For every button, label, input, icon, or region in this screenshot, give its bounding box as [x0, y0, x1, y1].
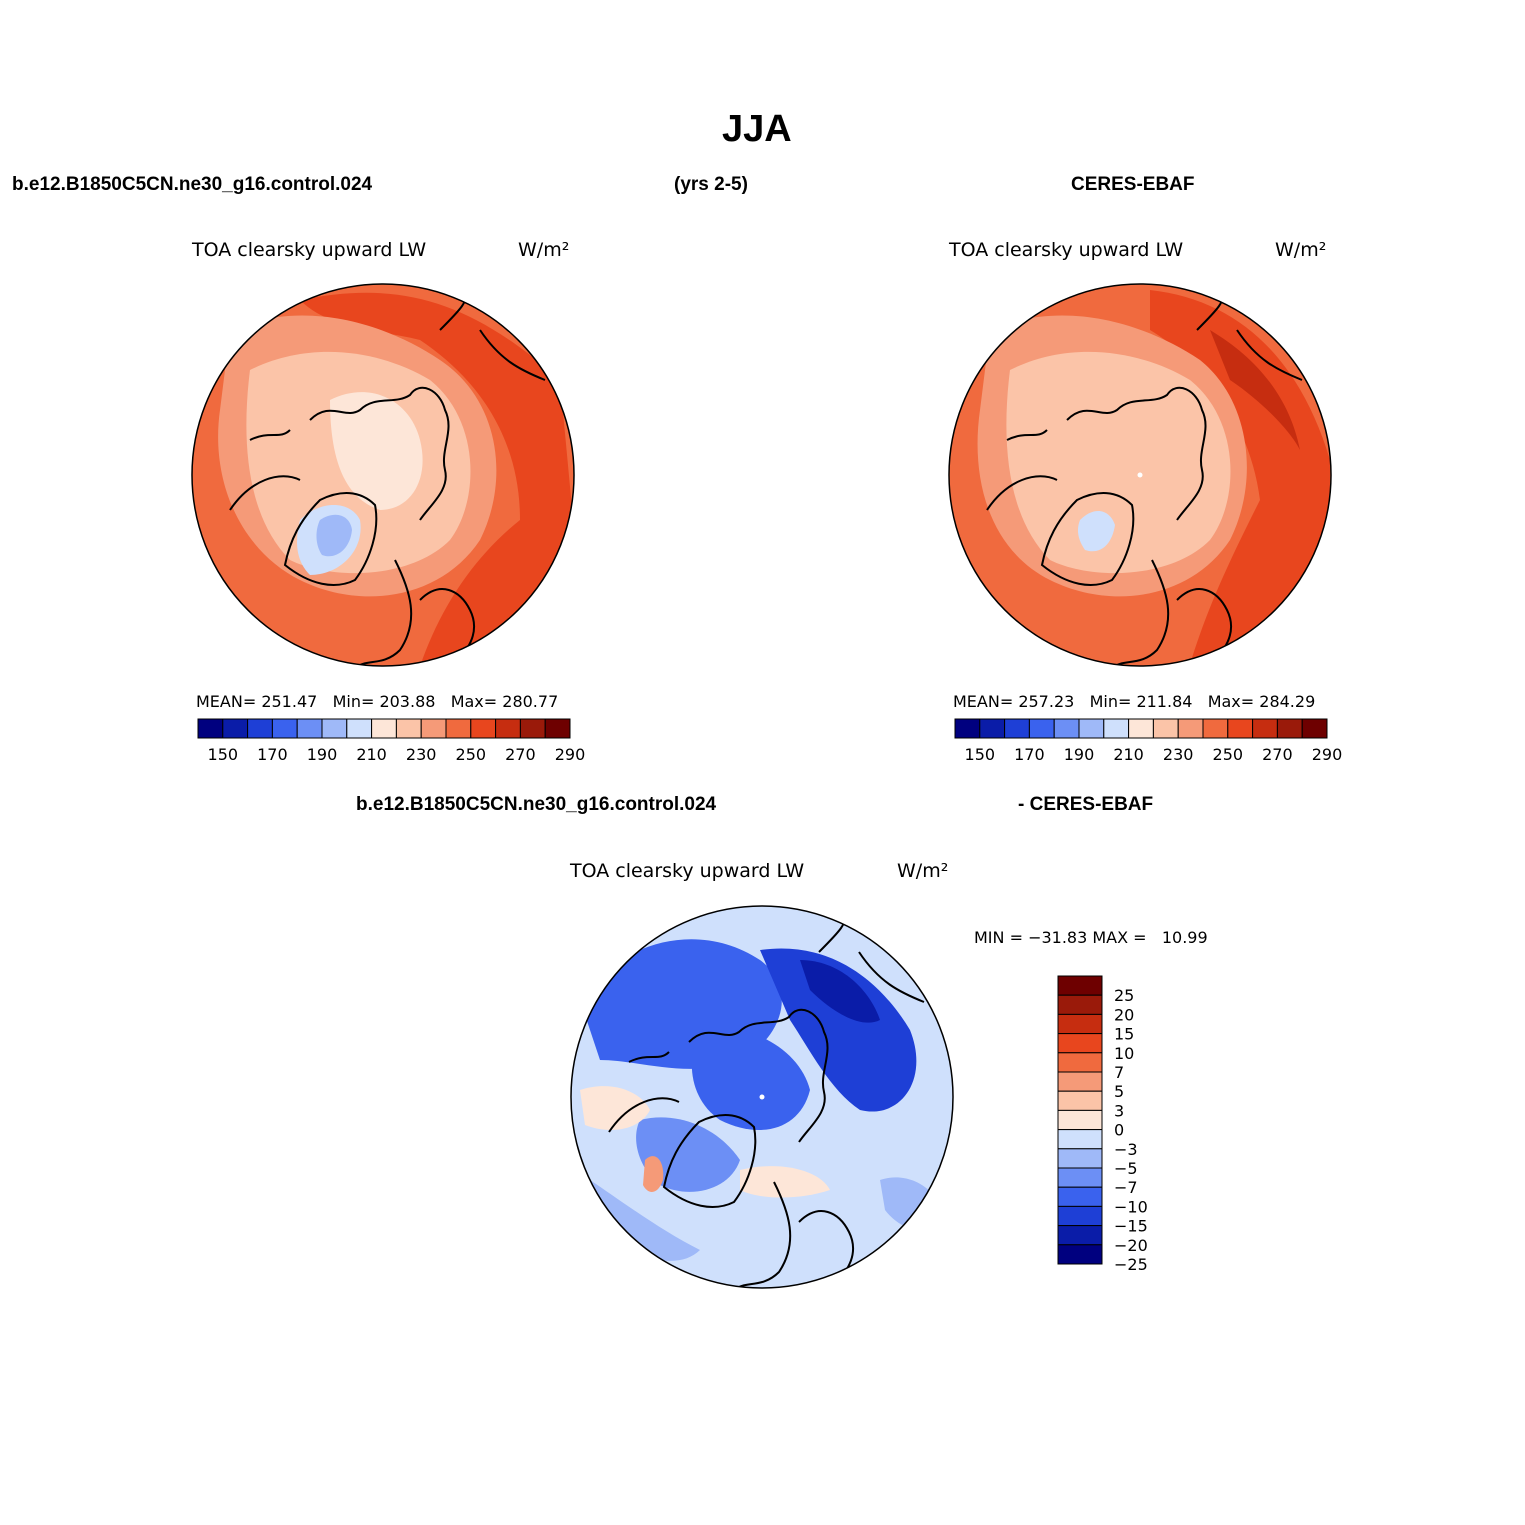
model-colorbar-swatch-11: [470, 718, 497, 739]
diff-colorbar-tick-label: 7: [1114, 1063, 1124, 1082]
diff-colorbar-swatch-0: [1057, 975, 1103, 996]
diff-colorbar-swatch-3: [1057, 1033, 1103, 1054]
diff-colorbar-tick-label: 5: [1114, 1082, 1124, 1101]
model-colorbar-swatch-1: [222, 718, 249, 739]
diff-colorbar-tick-label: −20: [1114, 1236, 1148, 1255]
diff-colorbar-tick-label: −7: [1114, 1178, 1138, 1197]
diff-colorbar-swatch-13: [1057, 1225, 1103, 1246]
diff-colorbar-tick-label: −5: [1114, 1159, 1138, 1178]
obs-colorbar-tick-label: 270: [1262, 745, 1293, 764]
diff-colorbar-swatch-7: [1057, 1109, 1103, 1131]
diff-colorbar-tick-label: 20: [1114, 1005, 1134, 1024]
obs-colorbar-swatch-13: [1276, 718, 1303, 739]
model-map-units: W/m²: [518, 239, 570, 261]
diff-colorbar-tick-label: 15: [1114, 1025, 1134, 1044]
model-colorbar-swatch-9: [420, 718, 447, 739]
model-colorbar-tick-label: 270: [505, 745, 536, 764]
diff-colorbar-swatch-10: [1057, 1167, 1103, 1188]
diff-colorbar-swatch-11: [1057, 1186, 1103, 1207]
obs-colorbar-tick-label: 210: [1113, 745, 1144, 764]
obs-colorbar-swatch-5: [1078, 718, 1105, 739]
diff-colorbar-tick-label: −3: [1114, 1140, 1138, 1159]
obs-colorbar-tick-label: 190: [1064, 745, 1095, 764]
obs-colorbar-swatch-12: [1252, 718, 1278, 739]
diff-colorbar-swatch-4: [1057, 1052, 1103, 1073]
diff-colorbar-tick-label: 25: [1114, 986, 1134, 1005]
obs-colorbar-swatch-7: [1128, 718, 1154, 739]
model-colorbar-tick-label: 210: [356, 745, 387, 764]
model-colorbar-swatch-2: [247, 718, 273, 739]
diff-colorbar-tick-label: 10: [1114, 1044, 1134, 1063]
obs-colorbar-tick-label: 150: [965, 745, 996, 764]
obs-colorbar-swatch-0: [954, 718, 981, 739]
obs-colorbar-swatch-2: [1004, 718, 1030, 739]
obs-map-units: W/m²: [1275, 239, 1327, 261]
obs-colorbar-swatch-14: [1301, 718, 1328, 739]
obs-colorbar-swatch-11: [1227, 718, 1254, 739]
model-colorbar-swatch-13: [519, 718, 546, 739]
header-obs-name: CERES-EBAF: [1071, 174, 1195, 195]
obs-colorbar-tick-label: 230: [1163, 745, 1194, 764]
diff-colorbar-swatch-9: [1057, 1148, 1103, 1169]
obs-colorbar-swatch-3: [1028, 718, 1055, 739]
model-colorbar-tick-label: 190: [307, 745, 338, 764]
diff-label-obs: - CERES-EBAF: [1018, 794, 1154, 815]
diff-colorbar-swatch-8: [1057, 1129, 1103, 1150]
model-colorbar-tick-label: 230: [406, 745, 437, 764]
obs-colorbar-swatch-10: [1202, 718, 1229, 739]
diff-colorbar-tick-label: 3: [1114, 1101, 1124, 1120]
obs-colorbar-tick-label: 250: [1213, 745, 1244, 764]
model-colorbar-swatch-5: [321, 718, 348, 739]
diff-colorbar-tick-label: 0: [1114, 1121, 1124, 1140]
header-years: (yrs 2-5): [674, 174, 748, 195]
model-colorbar-swatch-8: [395, 718, 422, 739]
obs-colorbar-swatch-1: [979, 718, 1006, 739]
diff-colorbar-swatch-6: [1057, 1090, 1103, 1111]
model-colorbar-tick-label: 250: [456, 745, 487, 764]
model-colorbar-swatch-10: [445, 718, 472, 739]
model-colorbar-tick-label: 150: [208, 745, 239, 764]
model-stats: MEAN= 251.47 Min= 203.88 Max= 280.77: [196, 692, 559, 711]
diff-label-case: b.e12.B1850C5CN.ne30_g16.control.024: [356, 794, 717, 815]
diff-colorbar-swatch-2: [1057, 1013, 1103, 1035]
diff-colorbar-swatch-12: [1057, 1205, 1103, 1227]
diff-map-units: W/m²: [897, 860, 949, 882]
obs-colorbar-tick-label: 290: [1312, 745, 1343, 764]
obs-colorbar-swatch-4: [1053, 718, 1080, 739]
obs-colorbar-swatch-8: [1152, 718, 1179, 739]
diff-colorbar-tick-label: −10: [1114, 1197, 1148, 1216]
diff-colorbar-tick-label: −25: [1114, 1255, 1148, 1274]
obs-colorbar-swatch-9: [1177, 718, 1204, 739]
diff-stats: MIN = −31.83 MAX = 10.99: [974, 928, 1208, 947]
model-colorbar-swatch-6: [346, 718, 373, 739]
page-title: JJA: [722, 108, 792, 150]
diff-colorbar-tick-label: −15: [1114, 1217, 1148, 1236]
model-colorbar-swatch-7: [371, 718, 397, 739]
obs-colorbar-swatch-6: [1103, 718, 1130, 739]
model-colorbar-tick-label: 170: [257, 745, 288, 764]
obs-colorbar-tick-label: 170: [1014, 745, 1045, 764]
diff-colorbar-swatch-5: [1057, 1071, 1103, 1092]
diff-map-title: TOA clearsky upward LW: [570, 860, 805, 882]
diff-colorbar-swatch-14: [1057, 1244, 1103, 1265]
model-colorbar-swatch-12: [495, 718, 521, 739]
model-colorbar-swatch-3: [271, 718, 298, 739]
header-case-name: b.e12.B1850C5CN.ne30_g16.control.024: [12, 174, 373, 195]
model-map-title: TOA clearsky upward LW: [192, 239, 427, 261]
model-colorbar: 150 170 190 210 230 250 270 290: [197, 718, 586, 764]
model-colorbar-tick-label: 290: [555, 745, 586, 764]
diff-colorbar-swatch-1: [1057, 994, 1103, 1015]
model-polar-map: [191, 283, 575, 667]
obs-map-title: TOA clearsky upward LW: [949, 239, 1184, 261]
obs-polar-map: [948, 283, 1332, 667]
model-colorbar-swatch-4: [296, 718, 323, 739]
diff-polar-map: [570, 905, 954, 1289]
model-colorbar-swatch-14: [544, 718, 571, 739]
obs-stats: MEAN= 257.23 Min= 211.84 Max= 284.29: [953, 692, 1316, 711]
obs-colorbar: 150 170 190 210 230 250 270 290: [954, 718, 1343, 764]
model-colorbar-swatch-0: [197, 718, 224, 739]
